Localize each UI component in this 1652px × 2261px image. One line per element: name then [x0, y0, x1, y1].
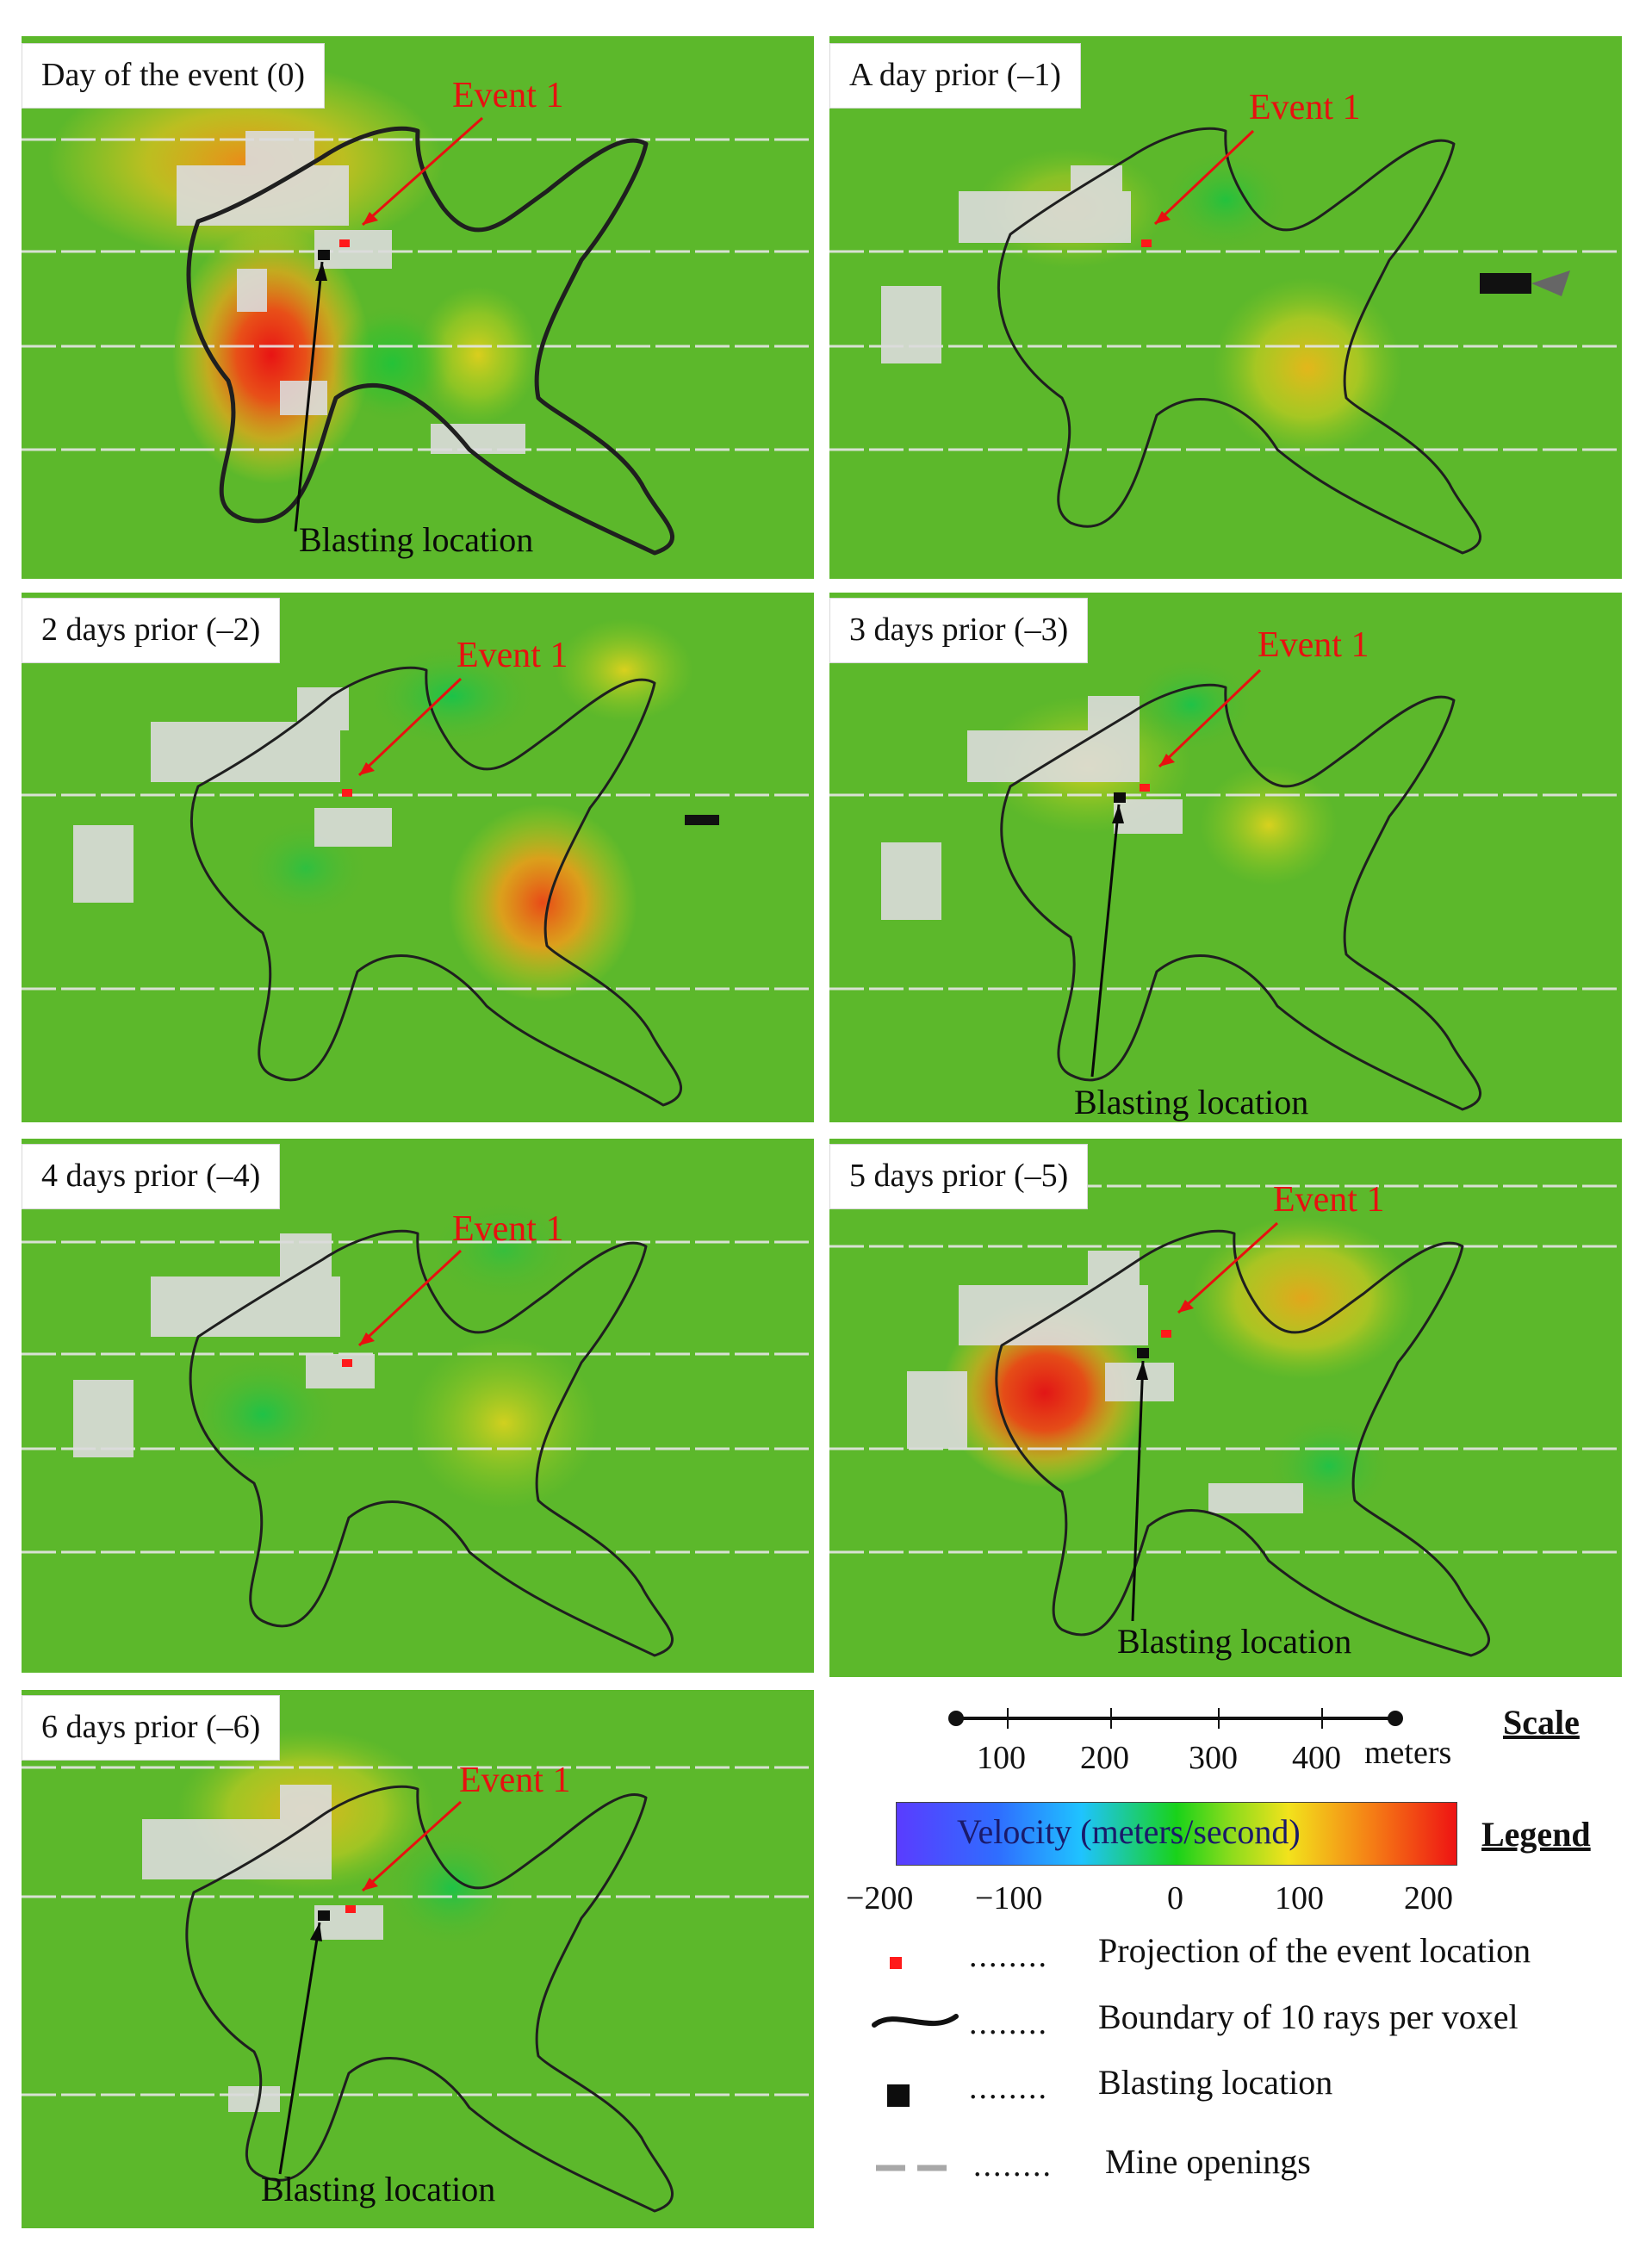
velocity-map: [829, 127, 1622, 555]
event-arrow: [278, 1800, 463, 2175]
colorbar-tick: −200: [846, 1880, 914, 1916]
blasting-label: Blasting location: [1117, 1622, 1352, 1661]
scale-bar: [948, 1708, 1403, 1729]
event-label: Event 1: [1273, 1180, 1385, 1220]
panel-day-minus-5: 5 days prior (–5) Event 1 Blasting locat…: [829, 1139, 1622, 1677]
blasting-label: Blasting location: [1074, 1083, 1309, 1121]
legend-mine-openings-icon: [876, 2165, 947, 2171]
panel-day-0: Day of the event (0) Event 1 Blasting lo…: [22, 36, 814, 579]
event-arrow: [1090, 668, 1262, 1078]
legend-leader: ........: [969, 2005, 1048, 2041]
event-label: Event 1: [452, 76, 564, 115]
event-projection-marker: [345, 1905, 356, 1913]
velocity-map: [22, 1199, 814, 1657]
panel-title: 4 days prior (–4): [22, 1144, 281, 1209]
scale-tick: 400: [1292, 1740, 1341, 1776]
legend-entry-boundary: Boundary of 10 rays per voxel: [1098, 1997, 1518, 2036]
panel-day-minus-6: 6 days prior (–6) Event 1 Blasting locat…: [22, 1690, 814, 2228]
velocity-map: [22, 62, 814, 556]
legend-leader: ........: [969, 1938, 1048, 1974]
velocity-map: [22, 618, 814, 1107]
panel-title: 5 days prior (–5): [829, 1144, 1089, 1209]
scale-title: Scale: [1503, 1703, 1580, 1742]
legend-leader: ........: [969, 2070, 1048, 2106]
velocity-map: [829, 1184, 1622, 1657]
event-arrow: [1131, 1221, 1279, 1622]
panel-title: 3 days prior (–3): [829, 598, 1089, 663]
event-label: Event 1: [452, 1209, 564, 1249]
event-projection-marker: [1140, 784, 1150, 792]
blasting-label: Blasting location: [261, 2170, 496, 2208]
blasting-marker: [1114, 792, 1126, 803]
colorbar-tick: 0: [1167, 1880, 1183, 1916]
panel-day-minus-2: 2 days prior (–2) Event 1: [22, 593, 814, 1122]
velocity-map: [829, 657, 1622, 1111]
event-projection-marker: [1161, 1330, 1171, 1338]
panel-title: 2 days prior (–2): [22, 598, 281, 663]
event-label: Event 1: [456, 636, 568, 675]
event-projection-marker: [342, 789, 352, 797]
legend-title: Legend: [1481, 1815, 1591, 1854]
scale-tick: 200: [1080, 1740, 1129, 1776]
blasting-marker: [1137, 1348, 1149, 1358]
event-projection-marker: [342, 1359, 352, 1367]
event-arrow: [342, 1249, 463, 1367]
event-projection-marker: [1141, 239, 1152, 247]
legend-blasting-icon: [887, 2084, 910, 2107]
event-label: Event 1: [1258, 625, 1369, 665]
event-arrow: [294, 116, 483, 532]
legend-entry-event: Projection of the event location: [1098, 1931, 1531, 1970]
blasting-marker: [318, 1910, 330, 1921]
blasting-label: Blasting location: [299, 520, 534, 559]
event-label: Event 1: [1249, 88, 1361, 127]
panel-day-minus-3: 3 days prior (–3) Event 1 Blasting locat…: [829, 593, 1622, 1122]
scale-tick: 300: [1189, 1740, 1238, 1776]
panel-title: Day of the event (0): [22, 43, 325, 109]
colorbar-tick: 100: [1275, 1880, 1324, 1916]
panel-title: 6 days prior (–6): [22, 1695, 281, 1761]
event-arrow: [1141, 129, 1255, 247]
panel-day-minus-4: 4 days prior (–4) Event 1: [22, 1139, 814, 1673]
legend-entry-blasting: Blasting location: [1098, 2063, 1333, 2102]
scale-unit: meters: [1364, 1735, 1452, 1771]
legend-boundary-icon: [872, 2014, 959, 2028]
blasting-marker: [318, 250, 330, 260]
scale-tick: 100: [977, 1740, 1026, 1776]
velocity-colorbar: Velocity (meters/second): [896, 1802, 1457, 1866]
legend-event-marker-icon: [890, 1957, 902, 1969]
event-label: Event 1: [459, 1761, 571, 1800]
velocity-map: [22, 1729, 814, 2213]
colorbar-tick: −100: [975, 1880, 1043, 1916]
panel-day-minus-1: A day prior (–1) Event 1: [829, 36, 1622, 579]
colorbar-label: Velocity (meters/second): [957, 1812, 1301, 1851]
legend-entry-mine-openings: Mine openings: [1105, 2142, 1311, 2181]
colorbar-tick: 200: [1404, 1880, 1453, 1916]
event-arrow: [342, 677, 463, 797]
legend-leader: ........: [973, 2147, 1053, 2183]
panel-title: A day prior (–1): [829, 43, 1081, 109]
event-projection-marker: [339, 239, 350, 247]
